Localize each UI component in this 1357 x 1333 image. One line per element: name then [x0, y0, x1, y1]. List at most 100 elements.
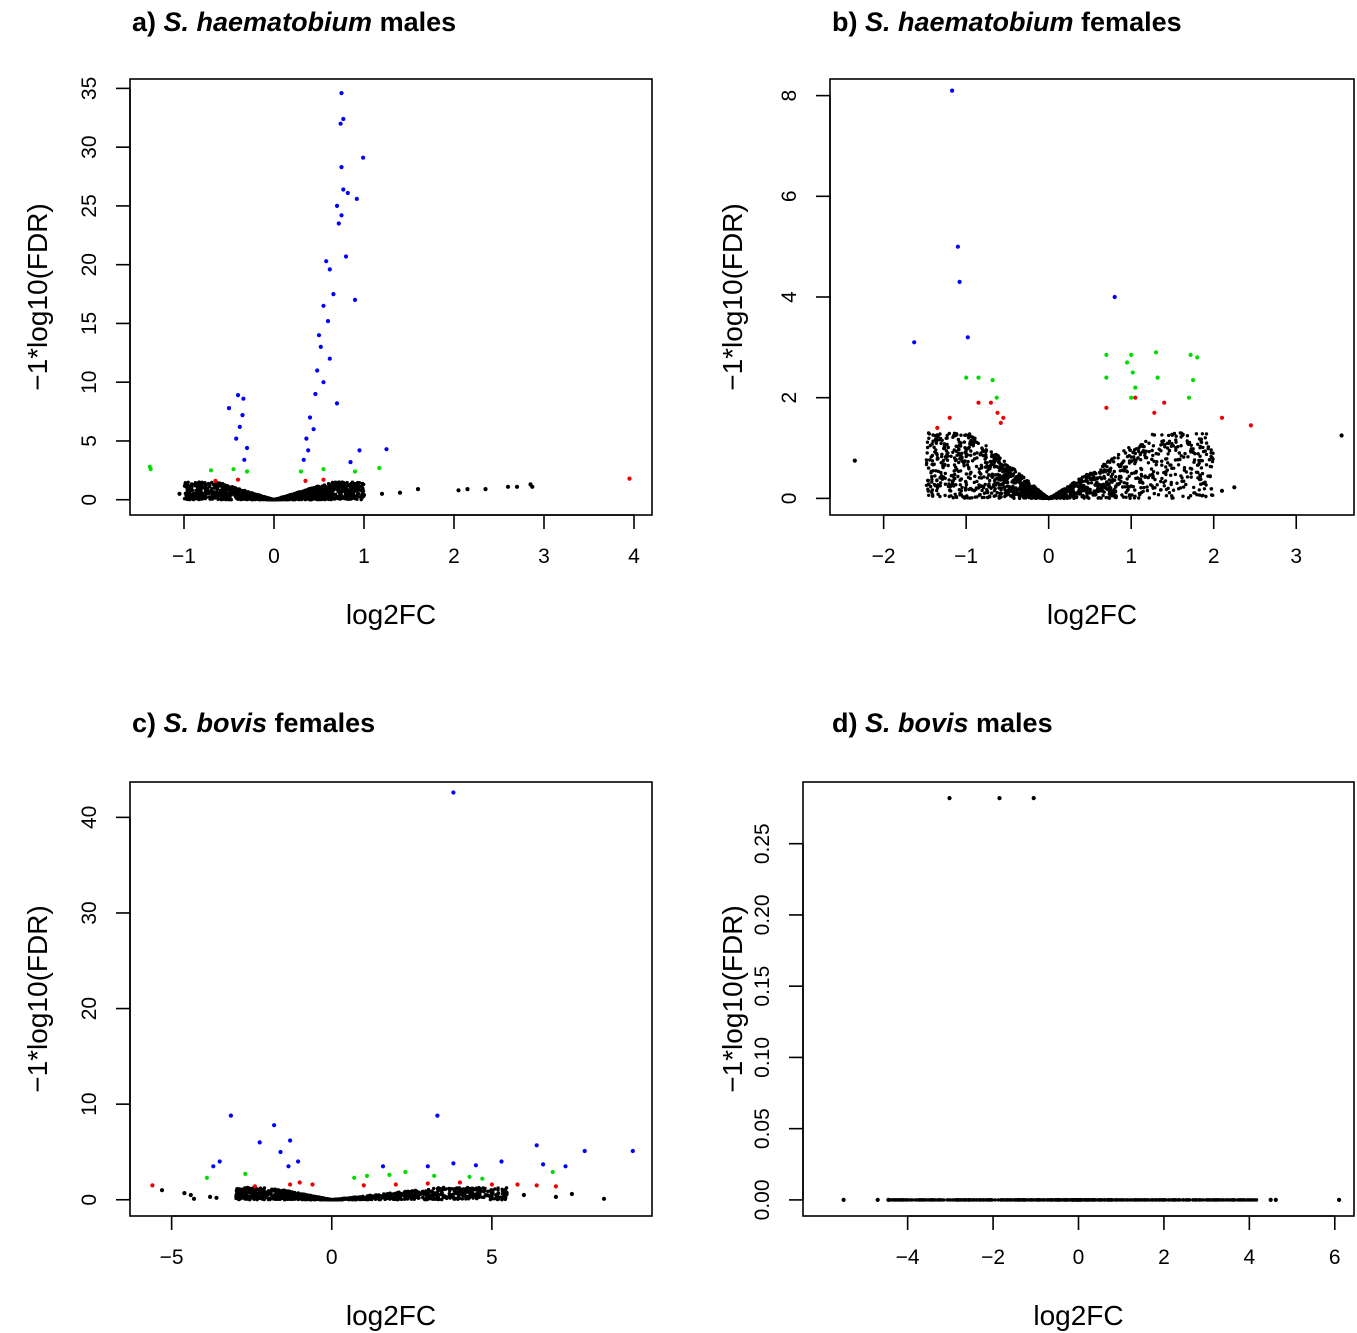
point-not-significant [984, 444, 988, 448]
y-tick-label: 20 [78, 253, 101, 276]
point-not-significant [935, 478, 939, 482]
point-not-significant [266, 496, 271, 501]
point-very-significant [327, 267, 332, 272]
point-not-significant [931, 439, 935, 443]
panel-title: d) S. bovis males [832, 708, 1053, 738]
point-significant [244, 469, 250, 474]
point-not-significant [974, 464, 979, 469]
panel-title: c) S. bovis females [132, 708, 375, 738]
x-tick-label: −4 [896, 1246, 920, 1269]
point-not-significant [493, 1187, 497, 1191]
point-not-significant [1182, 468, 1187, 472]
point-very-significant [321, 380, 326, 385]
point-not-significant [985, 464, 989, 468]
point-not-significant [931, 469, 935, 473]
point-not-significant [350, 483, 355, 487]
panel-species: S. bovis [164, 708, 268, 738]
point-not-significant [1104, 486, 1108, 490]
point-not-significant [374, 1194, 378, 1199]
point-not-significant [1339, 433, 1344, 438]
point-not-significant [1010, 494, 1015, 499]
point-not-significant [995, 476, 999, 480]
point-not-significant [365, 1196, 369, 1201]
point-not-significant [569, 1191, 575, 1197]
point-not-significant [1114, 495, 1118, 500]
point-not-significant [229, 493, 233, 497]
x-tick-label: 3 [1290, 545, 1302, 568]
point-marginal [995, 410, 1000, 415]
point-not-significant [960, 485, 964, 490]
point-very-significant [324, 259, 329, 264]
point-not-significant [305, 492, 309, 497]
point-not-significant [504, 1188, 508, 1193]
point-not-significant [456, 1192, 460, 1196]
point-not-significant [327, 482, 331, 487]
point-not-significant [1166, 452, 1170, 456]
point-not-significant [1159, 488, 1163, 492]
point-significant [364, 1173, 370, 1178]
point-not-significant [1177, 451, 1182, 455]
point-not-significant [320, 491, 325, 495]
point-not-significant [471, 1187, 475, 1192]
x-tick-label: 5 [486, 1246, 498, 1269]
point-not-significant [1194, 432, 1199, 436]
point-not-significant [990, 491, 994, 495]
point-not-significant [1164, 465, 1168, 469]
point-not-significant [239, 492, 243, 496]
point-not-significant [935, 456, 940, 460]
x-axis-label: log2FC [346, 1300, 436, 1331]
point-not-significant [945, 433, 949, 437]
panel-c: c) S. bovis females−5 0 5010203040log2FC−1… [22, 708, 653, 1331]
point-very-significant [336, 221, 341, 226]
point-not-significant [476, 1189, 480, 1193]
point-not-significant [423, 1197, 427, 1202]
point-marginal [489, 1182, 494, 1187]
point-not-significant [199, 496, 204, 501]
point-not-significant [292, 494, 297, 498]
point-not-significant [1094, 481, 1099, 485]
point-not-significant [959, 433, 963, 437]
point-not-significant [447, 1186, 451, 1191]
point-very-significant [361, 155, 366, 160]
point-not-significant [1076, 484, 1080, 489]
point-not-significant [1169, 473, 1173, 477]
point-not-significant [483, 1186, 487, 1191]
point-not-significant [242, 492, 247, 496]
point-very-significant [341, 116, 346, 122]
point-not-significant [1017, 475, 1021, 480]
point-not-significant [949, 454, 953, 458]
point-not-significant [1157, 447, 1161, 451]
point-not-significant [967, 465, 971, 470]
point-not-significant [957, 460, 961, 465]
point-not-significant [996, 454, 1000, 459]
point-marginal [303, 478, 308, 483]
point-not-significant [190, 493, 195, 497]
point-not-significant [1035, 495, 1039, 500]
point-not-significant [927, 493, 931, 497]
point-not-significant [1116, 456, 1120, 460]
point-not-significant [951, 450, 955, 454]
point-not-significant [1174, 448, 1178, 452]
point-not-significant [159, 1188, 165, 1193]
point-not-significant [315, 1195, 319, 1200]
point-not-significant [1209, 454, 1213, 459]
point-not-significant [992, 457, 996, 461]
plot-frame [129, 78, 653, 516]
point-not-significant [355, 489, 359, 493]
point-not-significant [1176, 463, 1181, 467]
point-not-significant [271, 1197, 275, 1201]
point-not-significant [1189, 471, 1193, 475]
point-not-significant [980, 495, 984, 500]
x-tick-label: 0 [1073, 1246, 1085, 1269]
point-not-significant [1082, 494, 1086, 499]
point-not-significant [300, 1197, 304, 1202]
point-not-significant [1088, 487, 1092, 492]
point-not-significant [1145, 488, 1150, 493]
point-not-significant [1201, 481, 1205, 486]
point-not-significant [1179, 454, 1184, 458]
point-not-significant [1096, 489, 1100, 494]
point-not-significant [1173, 472, 1178, 477]
point-very-significant [1112, 294, 1117, 300]
point-not-significant [952, 431, 957, 435]
point-not-significant [994, 464, 999, 469]
